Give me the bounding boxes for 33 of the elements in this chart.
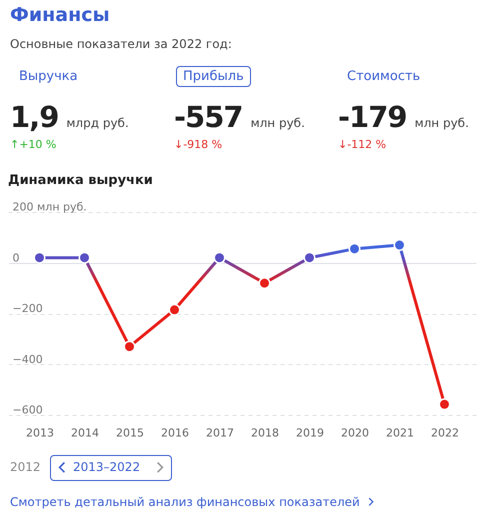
text: 1,9: [10, 100, 58, 134]
text: Стоимость: [346, 68, 422, 86]
y-tick-label: −200: [12, 302, 43, 316]
y-tick-label: −600: [12, 404, 43, 417]
y-tick-label: 0: [12, 251, 20, 264]
text: Выручка: [18, 68, 79, 86]
x-tick-label: 2020: [341, 426, 369, 440]
x-tick-label: 2019: [296, 426, 324, 440]
text: -557: [174, 100, 243, 134]
x-tick-label: 2022: [431, 426, 459, 440]
y-tick-label: −400: [12, 352, 43, 366]
x-tick-label: 2018: [251, 426, 279, 440]
text: млн руб.: [414, 116, 469, 130]
x-tick-label: 2016: [161, 426, 189, 440]
text: -179: [338, 100, 407, 134]
x-tick-label: 2013: [26, 426, 54, 440]
text: ↓-918 %: [174, 138, 222, 151]
text: Основные показатели за 2022 год:: [10, 37, 232, 51]
text: Финансы: [10, 4, 110, 26]
x-tick-label: 2017: [206, 426, 234, 440]
text: ↑+10 %: [10, 138, 56, 151]
chart-title: Динамика выручки: [8, 173, 153, 188]
text: Прибыль: [176, 66, 251, 87]
text: млн руб.: [250, 116, 305, 130]
x-tick-label: 2021: [386, 426, 414, 440]
y-tick-label: 200 млн руб.: [12, 200, 87, 214]
text: 2013–2022: [73, 460, 140, 474]
text: 2012: [10, 460, 41, 474]
text: Смотреть детальный анализ финансовых показателей: [10, 495, 360, 509]
x-tick-label: 2014: [71, 426, 99, 440]
x-tick-label: 2015: [116, 426, 144, 440]
text: млрд руб.: [66, 116, 129, 130]
text: ↓-112 %: [338, 138, 386, 151]
